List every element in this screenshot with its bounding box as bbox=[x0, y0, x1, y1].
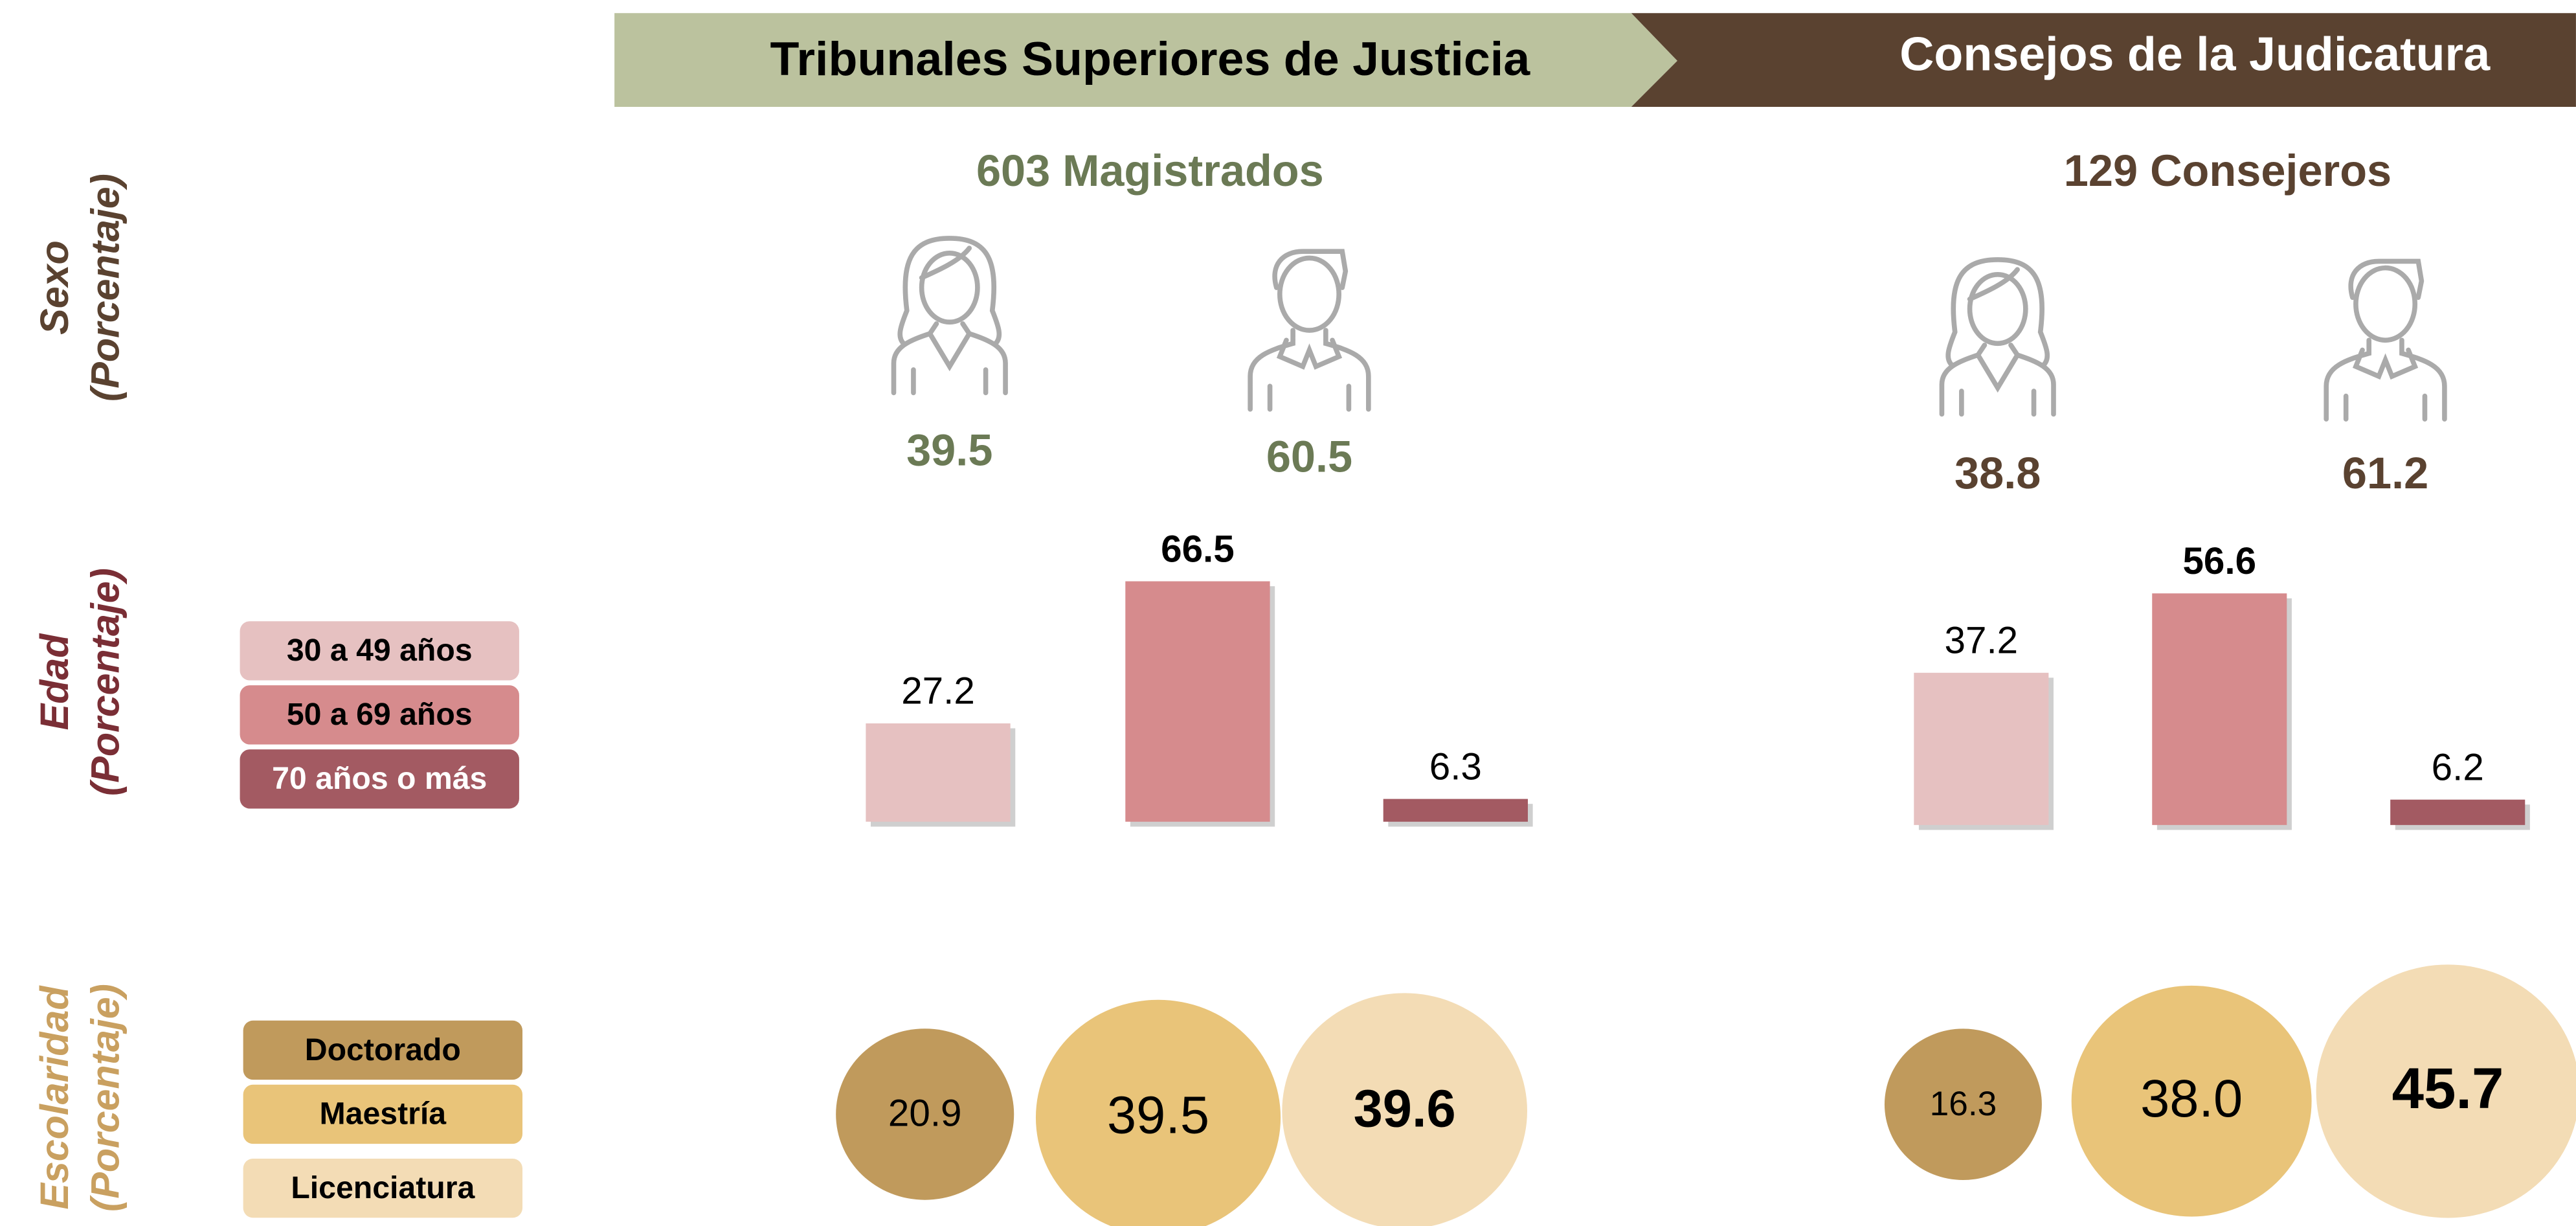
row-title: Edad bbox=[32, 633, 76, 731]
row-subtitle: (Porcentaje) bbox=[84, 568, 128, 796]
bar-value-label: 66.5 bbox=[1161, 528, 1235, 570]
education-bubble bbox=[1282, 993, 1527, 1226]
legend-swatch bbox=[243, 1158, 523, 1218]
legend-label: Licenciatura bbox=[291, 1170, 475, 1205]
man-icon bbox=[2324, 258, 2447, 422]
education-bubble bbox=[2316, 964, 2576, 1218]
age-bar bbox=[2390, 799, 2526, 825]
bubble-value-label: 45.7 bbox=[2392, 1056, 2504, 1120]
icon-bangs bbox=[1967, 267, 2020, 302]
woman-icon bbox=[891, 236, 1008, 396]
header-banner-right bbox=[1631, 13, 2576, 107]
header-title: Tribunales Superiores de Justicia bbox=[770, 32, 1531, 85]
bar-value-label: 56.6 bbox=[2182, 540, 2256, 582]
sex-value: 38.8 bbox=[1954, 448, 2041, 498]
row-label: Edad (Porcentaje) bbox=[32, 568, 128, 796]
legend-label: Doctorado bbox=[305, 1032, 461, 1067]
icon-hair bbox=[1945, 257, 2050, 368]
icon-body bbox=[891, 321, 1008, 396]
sex-value: 39.5 bbox=[906, 425, 992, 475]
legend-swatch bbox=[240, 685, 519, 745]
legend-label: 30 a 49 años bbox=[287, 633, 473, 668]
age-bar bbox=[2152, 593, 2287, 825]
panel-subtitle: 603 Magistrados bbox=[976, 146, 1324, 196]
icon-head bbox=[2353, 265, 2418, 343]
row-label: Escolaridad (Porcentaje) bbox=[32, 984, 128, 1212]
icon-head bbox=[1967, 271, 2028, 346]
icon-head bbox=[919, 250, 980, 325]
bubble-value-label: 38.0 bbox=[2140, 1069, 2243, 1128]
age-bar bbox=[1914, 672, 2049, 825]
icon-head bbox=[1277, 255, 1341, 333]
icon-body bbox=[1248, 328, 1371, 412]
row-subtitle: (Porcentaje) bbox=[84, 984, 128, 1212]
icon-body bbox=[1939, 343, 2056, 417]
bar-value-label: 27.2 bbox=[901, 670, 975, 712]
age-bar bbox=[866, 723, 1011, 822]
legend-swatch bbox=[243, 1084, 523, 1144]
legend-label: 70 años o más bbox=[272, 761, 487, 796]
icon-hair bbox=[2348, 258, 2425, 301]
icon-body bbox=[2324, 337, 2447, 422]
icon-hair bbox=[1272, 249, 1349, 290]
header-title: Consejos de la Judicatura bbox=[1899, 27, 2491, 80]
legend-label: Maestría bbox=[320, 1096, 447, 1131]
bar-value-label: 6.3 bbox=[1429, 745, 1482, 788]
age-bar bbox=[1125, 581, 1270, 822]
legend-swatch bbox=[240, 749, 519, 809]
header-banner-left bbox=[614, 13, 1677, 107]
icon-hair bbox=[897, 236, 1002, 346]
icon-bangs bbox=[919, 245, 972, 280]
bubble-value-label: 20.9 bbox=[888, 1092, 962, 1134]
bar-value-label: 37.2 bbox=[1945, 620, 2019, 662]
sex-value: 61.2 bbox=[2342, 448, 2428, 498]
man-icon bbox=[1248, 249, 1371, 412]
sex-value: 60.5 bbox=[1266, 432, 1352, 482]
bubble-value-label: 16.3 bbox=[1930, 1085, 1997, 1123]
legend-swatch bbox=[240, 621, 519, 681]
education-bubble bbox=[836, 1028, 1014, 1200]
legend-label: 50 a 69 años bbox=[287, 697, 473, 732]
legend-swatch bbox=[243, 1020, 523, 1080]
education-bubble bbox=[1036, 999, 1281, 1226]
row-subtitle: (Porcentaje) bbox=[84, 174, 128, 402]
row-label: Sexo (Porcentaje) bbox=[32, 174, 128, 402]
bubble-value-label: 39.5 bbox=[1107, 1086, 1209, 1145]
education-bubble bbox=[1884, 1028, 2042, 1181]
row-title: Escolaridad bbox=[32, 985, 76, 1210]
panel-subtitle: 129 Consejeros bbox=[2064, 146, 2391, 196]
woman-icon bbox=[1939, 257, 2056, 417]
education-bubble bbox=[2071, 985, 2312, 1217]
row-title: Sexo bbox=[32, 240, 76, 335]
bar-value-label: 6.2 bbox=[2432, 746, 2484, 788]
age-bar bbox=[1383, 799, 1528, 822]
bubble-value-label: 39.6 bbox=[1354, 1079, 1456, 1138]
